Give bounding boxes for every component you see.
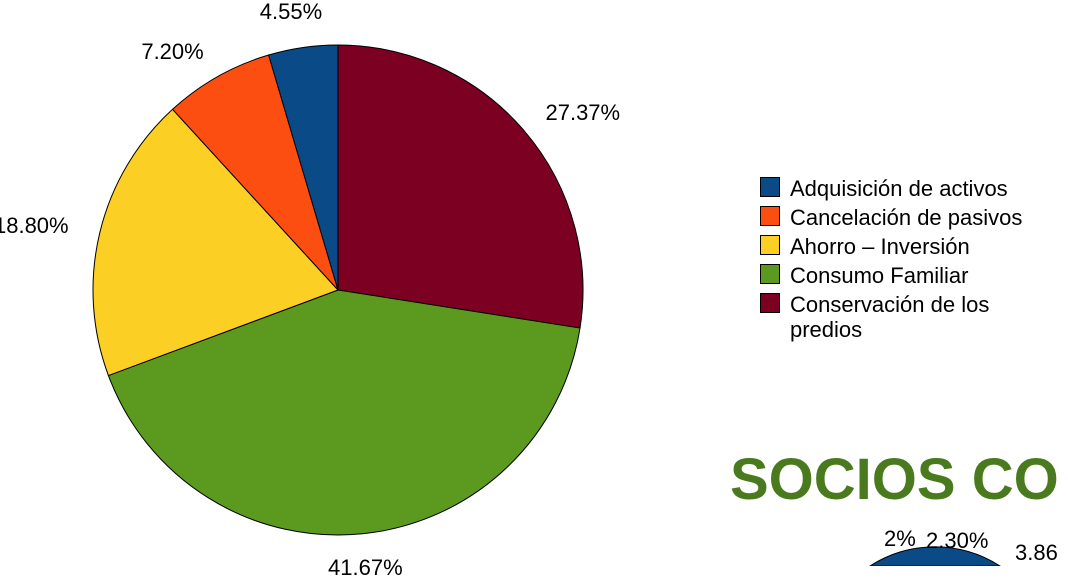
slice-value-label: 41.67%	[328, 554, 403, 580]
mini-label-2: 2.30%	[926, 528, 989, 553]
next-section-title: SOCIOS CO	[730, 447, 1059, 512]
legend: Adquisición de activos Cancelación de pas…	[760, 176, 1060, 346]
slice-value-label: 18.80%	[0, 213, 69, 239]
legend-label: Consumo Familiar	[790, 263, 969, 288]
legend-item: Ahorro – Inversión	[760, 234, 1060, 259]
pie-slice	[107, 289, 581, 536]
legend-item: Conservación de los predios	[760, 292, 1060, 342]
slice-value-label: 7.20%	[141, 39, 204, 65]
legend-item: Cancelación de pasivos	[760, 205, 1060, 230]
legend-swatch	[760, 177, 780, 197]
legend-label: Cancelación de pasivos	[790, 205, 1023, 230]
slice-value-label: 27.37%	[545, 99, 621, 125]
legend-swatch	[760, 235, 780, 255]
pie-chart	[92, 44, 584, 536]
legend-item: Adquisición de activos	[760, 176, 1060, 201]
legend-swatch	[760, 206, 780, 226]
mini-label-3: 3.86	[1015, 540, 1058, 565]
next-section-chart-fragment: 2% 2.30% 3.86	[840, 520, 1068, 566]
legend-item: Consumo Familiar	[760, 263, 1060, 288]
mini-pie-fragment	[869, 546, 1001, 566]
legend-swatch	[760, 293, 780, 313]
pie-slice	[171, 54, 339, 291]
legend-label: Ahorro – Inversión	[790, 234, 970, 259]
legend-label: Adquisición de activos	[790, 176, 1008, 201]
mini-label-1: 2%	[884, 526, 916, 551]
pie-slice	[268, 44, 339, 291]
legend-swatch	[760, 264, 780, 284]
legend-label: Conservación de los predios	[790, 292, 990, 342]
slice-value-label: 4.55%	[259, 0, 323, 24]
pie-slice	[337, 44, 584, 329]
pie-slice	[92, 108, 339, 377]
